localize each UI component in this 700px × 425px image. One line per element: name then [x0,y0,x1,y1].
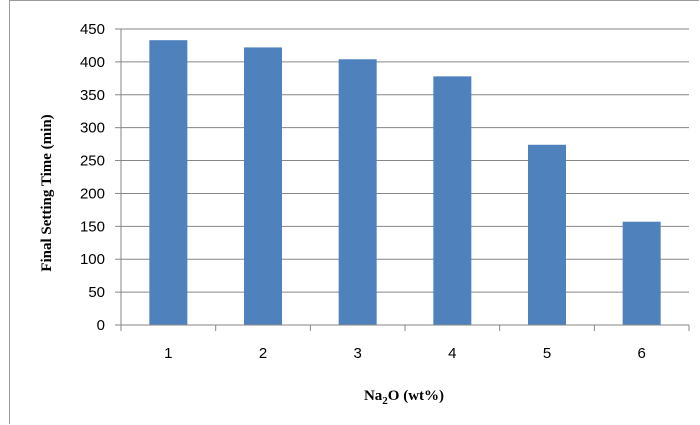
axes [120,29,689,326]
x-tick-label: 2 [259,345,267,362]
y-axis-title: Final Setting Time (min) [39,114,55,271]
y-tick-label: 50 [88,284,105,301]
x-tick-label: 6 [637,345,645,362]
grid-lines [121,28,689,293]
x-tick-label: 1 [164,345,172,362]
x-tick-label: 5 [543,345,551,362]
x-tick-label: 4 [448,345,456,362]
bar-1 [149,40,188,325]
x-axis-title-main: Na [364,388,383,404]
bar-5 [528,144,566,325]
bar-3 [338,59,377,325]
y-tick-label: 250 [80,153,105,170]
y-tick-label: 100 [80,251,105,268]
x-tick-labels: 1 2 3 4 5 6 [120,325,690,362]
bar-6 [622,221,661,325]
x-axis-title-rest: O (wt%) [388,388,444,404]
y-tick-label: 350 [80,87,105,104]
y-tick-label: 450 [80,21,105,38]
x-axis-title-subscript: 2 [382,395,388,407]
y-tick-label: 400 [80,54,105,71]
y-tick-labels: 0 50 100 150 200 250 300 350 400 450 [80,21,121,334]
y-tick-label: 300 [80,120,105,137]
y-tick-label: 0 [97,317,105,334]
bar-4 [433,76,472,325]
x-axis-title: Na2O (wt%) [364,388,444,407]
bar-2 [244,47,282,325]
y-tick-label: 150 [80,218,105,235]
x-tick-label: 3 [353,345,361,362]
bars [149,40,661,325]
y-tick-label: 200 [80,185,105,202]
